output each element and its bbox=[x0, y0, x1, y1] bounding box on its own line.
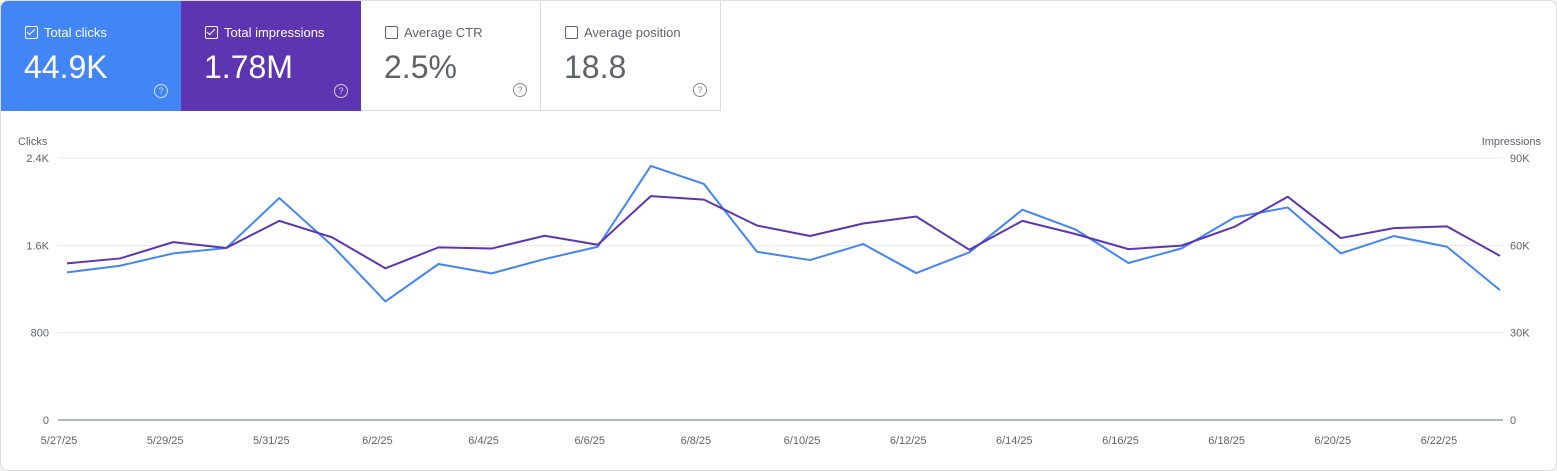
x-tick-label: 6/8/25 bbox=[681, 435, 712, 447]
x-tick-label: 5/31/25 bbox=[253, 435, 290, 447]
metric-label: Total impressions bbox=[224, 25, 325, 40]
x-tick-label: 6/20/25 bbox=[1314, 435, 1351, 447]
left-tick-label: 0 bbox=[43, 415, 49, 427]
help-icon[interactable]: ? bbox=[693, 83, 707, 97]
right-tick-label: 60K bbox=[1510, 240, 1530, 252]
right-tick-label: 90K bbox=[1510, 153, 1530, 165]
metric-value: 44.9K bbox=[24, 49, 108, 85]
right-tick-label: 0 bbox=[1510, 415, 1516, 427]
checkbox-icon[interactable] bbox=[25, 26, 38, 39]
help-icon[interactable]: ? bbox=[154, 84, 168, 98]
left-tick-label: 2.4K bbox=[26, 153, 49, 165]
metric-label: Total clicks bbox=[44, 25, 107, 40]
x-tick-label: 5/29/25 bbox=[147, 435, 184, 447]
metric-value: 1.78M bbox=[204, 49, 293, 85]
x-tick-label: 6/6/25 bbox=[574, 435, 605, 447]
x-tick-label: 6/10/25 bbox=[784, 435, 821, 447]
help-icon[interactable]: ? bbox=[513, 83, 527, 97]
metric-tiles: Total clicks 44.9K ? Total impressions 1… bbox=[1, 1, 1556, 111]
x-tick-label: 6/2/25 bbox=[362, 435, 393, 447]
x-tick-label: 6/4/25 bbox=[468, 435, 499, 447]
metric-value: 2.5% bbox=[384, 49, 457, 85]
series-line-impressions bbox=[66, 195, 1501, 270]
x-tick-label: 5/27/25 bbox=[41, 435, 78, 447]
metric-tile-impressions[interactable]: Total impressions 1.78M ? bbox=[181, 1, 361, 111]
x-tick-label: 6/16/25 bbox=[1102, 435, 1139, 447]
left-axis-label: Clicks bbox=[18, 136, 48, 148]
x-tick-label: 6/12/25 bbox=[890, 435, 927, 447]
metric-label: Average CTR bbox=[404, 25, 483, 40]
metric-tile-ctr[interactable]: Average CTR 2.5% ? bbox=[361, 1, 541, 111]
x-tick-label: 6/14/25 bbox=[996, 435, 1033, 447]
metric-tile-clicks[interactable]: Total clicks 44.9K ? bbox=[1, 1, 181, 111]
right-tick-label: 30K bbox=[1510, 328, 1530, 340]
left-tick-label: 800 bbox=[31, 328, 49, 340]
left-tick-label: 1.6K bbox=[26, 240, 49, 252]
x-tick-label: 6/22/25 bbox=[1421, 435, 1458, 447]
performance-chart[interactable]: Clicks Impressions 0 0 800 30K 1.6K 60K 2.4K 90… bbox=[1, 111, 1556, 470]
checkbox-icon[interactable] bbox=[385, 26, 398, 39]
metric-label: Average position bbox=[584, 25, 681, 40]
series-line-clicks bbox=[66, 164, 1501, 303]
right-axis-label: Impressions bbox=[1482, 136, 1542, 148]
metric-tile-position[interactable]: Average position 18.8 ? bbox=[541, 1, 721, 111]
x-tick-label: 6/18/25 bbox=[1208, 435, 1245, 447]
checkbox-icon[interactable] bbox=[205, 26, 218, 39]
help-icon[interactable]: ? bbox=[334, 84, 348, 98]
metric-value: 18.8 bbox=[564, 49, 627, 85]
checkbox-icon[interactable] bbox=[565, 26, 578, 39]
